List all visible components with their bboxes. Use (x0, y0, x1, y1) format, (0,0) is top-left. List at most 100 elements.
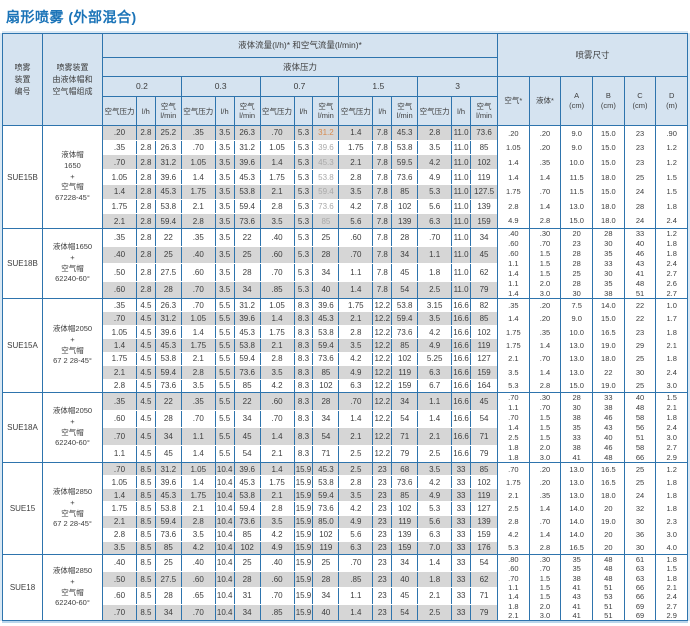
data-cell: 2.5 (339, 445, 374, 462)
data-cell: .70 (418, 229, 453, 246)
table-row: 2.8 4.5 73.6 3.5 5.5 85 4.2 8.3 102 6.3 12.2 159 6.7… (103, 379, 497, 392)
data-cell: 12.2 (373, 325, 393, 339)
dimension-cell: .35 (530, 155, 562, 170)
dimension-cell: 3.0 (666, 530, 677, 539)
data-cell: 5.5 (216, 299, 235, 312)
data-cell: 1.05 (181, 463, 216, 476)
data-cell: 4.2 (261, 379, 295, 392)
dimension-grid: .70.30 28 33 40 1.5 1.1.70 30 38 48 2.1.70 1.5 38 46… (498, 393, 687, 463)
data-cell: 3.5 (418, 463, 453, 476)
data-cell: 79 (471, 281, 497, 298)
data-cell: 1.4 (339, 410, 374, 427)
dimension-cell: 22 (593, 365, 625, 379)
data-cell: 15.9 (294, 604, 314, 620)
table-row: .35 4.5 22.35 5.5 22.60 8.3 28.70 12.2 34 1.1 16.6… (103, 393, 497, 411)
data-cell: 4.5 (136, 366, 156, 379)
data-cell: 11.0 (452, 184, 472, 199)
dimension-cell: 1.5 (666, 564, 677, 574)
dimension-cell: 2.8 (498, 515, 530, 528)
dimension-cell: 2.1 (498, 489, 530, 502)
data-cell: 23 (373, 476, 393, 489)
dimension-cell: 1.8 (666, 491, 677, 500)
data-cell: 25 (235, 555, 261, 571)
data-cell: 2.8 (136, 214, 156, 229)
dimension-cell: 1.1 (498, 278, 530, 289)
dimension-cell: 1.4 (530, 338, 562, 353)
data-cell: 33 (452, 604, 472, 620)
data-cell: 1.8 (418, 571, 453, 587)
data-cell: 4.2 (418, 155, 453, 170)
dimension-cell: 23 (561, 238, 594, 249)
data-cell: 31.2 (155, 463, 182, 476)
dimension-cell: 14.0 (593, 299, 625, 313)
data-cell: 7.8 (373, 214, 393, 229)
data-cell: 73.6 (234, 366, 261, 379)
dimension-cell: 2.7 (666, 288, 677, 298)
data-cell: 12.2 (373, 379, 393, 392)
dimension-cell: 56 (625, 422, 657, 433)
dimension-cell: 5.3 (498, 378, 530, 392)
data-cell: 1.4 (260, 155, 295, 170)
table-row: 1.1 4.5 45 1.4 5.5 54 2.1 8.3 71 2.5 12.2 79 2.5 16.6… (103, 445, 497, 462)
dimension-row: 2.5 1.4 14.0 20 32 1.8 (498, 502, 687, 515)
data-cell: 102 (313, 379, 340, 392)
data-cell: 10.4 (216, 502, 235, 515)
dimension-cell: 66 (625, 592, 657, 602)
data-cell: 45 (234, 428, 261, 445)
dimension-cell: 51 (625, 288, 657, 299)
dimension-cell: 14.0 (561, 515, 594, 528)
data-cell: 5.3 (418, 502, 453, 515)
dimension-cell: 2.0 (530, 442, 562, 453)
data-cell: 59.5 (392, 155, 419, 170)
dimension-cell: 1.0 (666, 301, 677, 311)
dimension-row: 4.9 2.8 15.0 18.0 24 2.4 (498, 213, 687, 229)
dimension-cell: 30 (593, 238, 625, 249)
dimension-cell: .70 (530, 184, 562, 199)
data-cell: 33 (452, 571, 472, 587)
table-row: 1.05 2.8 39.6 1.4 3.5 45.3 1.75 5.3 53.8 2.8 7.8 73… (103, 170, 497, 185)
data-cell: 25 (156, 555, 182, 571)
data-cell: 15.9 (294, 463, 314, 476)
dimension-cell: 22 (625, 312, 657, 326)
data-cell: 3.5 (215, 214, 235, 229)
dimension-row: 1.4 1.5 35 43 56 2.4 (498, 422, 687, 433)
data-cell: 7.8 (373, 229, 393, 246)
data-cell: 31.2 (155, 155, 182, 170)
dimension-cell: 15.0 (593, 312, 625, 326)
data-cell: 1.4 (182, 476, 216, 489)
data-cell: .60 (339, 229, 374, 246)
dimension-cell: .20 (498, 126, 530, 141)
data-cell: 3.5 (339, 489, 374, 502)
dimension-cell: 1.5 (530, 268, 562, 279)
data-cell: 16.6 (452, 339, 472, 352)
data-cell: .40 (103, 246, 137, 263)
data-cell: 79 (392, 445, 419, 462)
dim-col-a: A (cm) (561, 77, 594, 125)
dimension-cell: .70 (498, 463, 530, 476)
data-cell: 8.3 (294, 312, 314, 325)
dimension-row: 1.4.35 10.0 15.0 23 1.2 (498, 155, 687, 170)
data-cell: 59.4 (155, 214, 182, 229)
data-cell: 4.5 (137, 445, 156, 462)
data-cell: 8.5 (136, 515, 156, 528)
data-cell: .35 (103, 229, 137, 246)
table-row: .70 2.8 31.2 1.05 3.5 39.6 1.4 5.3 45.3 2.1 7.8 59.… (103, 155, 497, 171)
data-cell: .70 (181, 604, 216, 620)
data-cell: 27.5 (156, 264, 182, 281)
dimension-cell: 48 (593, 564, 625, 574)
sub-col-air-flow: 空气 l/min (392, 97, 419, 125)
data-cell: 28 (313, 393, 340, 410)
dimension-cell: 61 (625, 555, 657, 565)
dimension-cell: 5.3 (498, 541, 530, 554)
data-cell: 1.1 (181, 428, 216, 445)
data-cell: 10.4 (215, 463, 235, 476)
data-cell: 12.2 (373, 410, 393, 427)
data-cell: 8.3 (295, 410, 314, 427)
dimension-cell: .40 (498, 229, 530, 239)
data-cell: 2.8 (181, 214, 216, 229)
dimension-cell: 1.2 (666, 143, 677, 153)
device-composition: 液体帽2850 + 空气帽 62240-60° (43, 555, 103, 620)
dimension-cell: 23 (625, 325, 657, 339)
dimension-cell: 1.5 (530, 582, 562, 593)
data-cell: .70 (339, 246, 374, 263)
